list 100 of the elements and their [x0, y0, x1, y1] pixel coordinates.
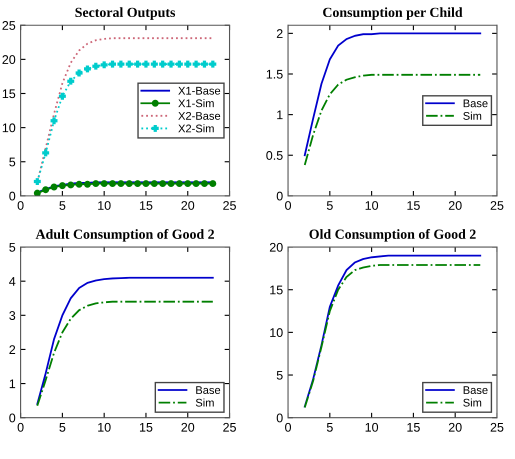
point [92, 180, 100, 188]
x-tick-label: 20 [181, 201, 194, 210]
x-tick-label: 0 [285, 201, 292, 210]
point [209, 60, 216, 68]
point [100, 61, 108, 68]
y-tick-label: 25 [2, 21, 16, 30]
point [142, 60, 150, 68]
chart-title: Adult Consumption of Good 2 [36, 228, 214, 242]
x-tick-label: 15 [407, 201, 420, 210]
x-tick-label: 25 [490, 422, 504, 432]
legend-label: X1-Base [178, 86, 220, 95]
y-tick-label: 5 [9, 158, 16, 166]
legend-label: Base [464, 386, 488, 394]
legend-label: Base [196, 386, 220, 394]
x-tick-label: 25 [490, 201, 504, 210]
x-tick-label: 20 [181, 422, 194, 432]
point [34, 178, 41, 186]
point [159, 60, 166, 68]
x-tick-label: 0 [18, 422, 24, 432]
x-tick-label: 25 [223, 201, 236, 210]
point [200, 60, 208, 68]
point [42, 149, 50, 156]
x-tick-label: 15 [140, 423, 152, 432]
point [192, 180, 200, 188]
point [168, 180, 175, 188]
x-tick-label: 10 [98, 201, 111, 210]
chart-title: Sectoral Outputs [75, 7, 176, 20]
y-tick-label: 4 [9, 277, 16, 286]
point [192, 60, 200, 68]
x-tick-label: 0 [285, 422, 292, 432]
x-tick-label: 20 [448, 422, 462, 432]
point [109, 180, 116, 188]
point [126, 180, 133, 188]
point [84, 65, 91, 72]
y-tick-label: 20 [2, 55, 16, 64]
point [92, 62, 100, 70]
y-tick-label: 10 [2, 123, 16, 132]
point [168, 60, 175, 68]
legend-label: X1-Sim [178, 99, 214, 108]
point [67, 78, 74, 85]
x-tick-label: 20 [448, 201, 462, 210]
y-tick-label: 3 [9, 311, 16, 320]
point [76, 180, 83, 188]
point [100, 180, 108, 188]
x-tick-label: 5 [326, 201, 333, 210]
point [117, 180, 124, 188]
point [134, 60, 142, 68]
x-tick-label: 5 [326, 423, 333, 432]
y-tick-label: 5 [9, 242, 16, 252]
x-tick-label: 5 [59, 423, 66, 432]
point [67, 181, 74, 188]
x-tick-label: 5 [59, 201, 66, 210]
y-tick-label: 10 [270, 328, 283, 338]
point [184, 60, 192, 68]
y-tick-label: 0 [276, 192, 283, 201]
y-tick-label: 0 [9, 413, 16, 422]
x-tick-label: 0 [18, 201, 24, 210]
point [126, 60, 133, 68]
x-tick-label: 15 [407, 423, 420, 432]
point [184, 180, 192, 188]
legend-label: Sim [196, 398, 214, 407]
point [134, 180, 142, 188]
point [117, 60, 124, 68]
y-tick-label: 0 [276, 413, 283, 422]
y-tick-label: 2 [276, 29, 283, 38]
point [150, 180, 158, 188]
point [150, 60, 158, 68]
y-tick-label: 5 [276, 370, 283, 380]
legend-label: Sim [463, 112, 482, 120]
point [50, 184, 58, 190]
point [50, 117, 58, 124]
legend-label: X2-Sim [178, 124, 214, 132]
point [58, 92, 66, 100]
y-tick-label: 2 [9, 345, 16, 354]
y-tick-label: 1 [10, 379, 16, 388]
y-tick-label: 20 [270, 242, 283, 252]
point [76, 70, 83, 76]
x-tick-label: 10 [98, 422, 111, 432]
point [200, 180, 208, 188]
x-tick-label: 10 [366, 201, 378, 210]
y-tick-label: 1 [277, 110, 283, 120]
point [209, 180, 216, 188]
y-tick-label: 0 [9, 192, 16, 201]
y-tick-label: 0.5 [266, 151, 283, 160]
point [42, 186, 50, 194]
point [109, 60, 116, 68]
x-tick-label: 10 [366, 422, 378, 432]
point [58, 182, 66, 190]
point [84, 180, 91, 188]
x-tick-label: 25 [223, 422, 236, 432]
y-tick-label: 1.5 [266, 70, 283, 79]
point [176, 180, 183, 188]
legend-label: Base [464, 100, 488, 108]
point [34, 190, 41, 196]
y-tick-label: 15 [270, 286, 283, 294]
chart-title: Consumption per Child [323, 7, 462, 20]
legend-label: Sim [463, 398, 482, 407]
point [159, 180, 166, 188]
legend-label: X2-Base [178, 112, 220, 120]
y-tick-label: 15 [2, 89, 16, 98]
